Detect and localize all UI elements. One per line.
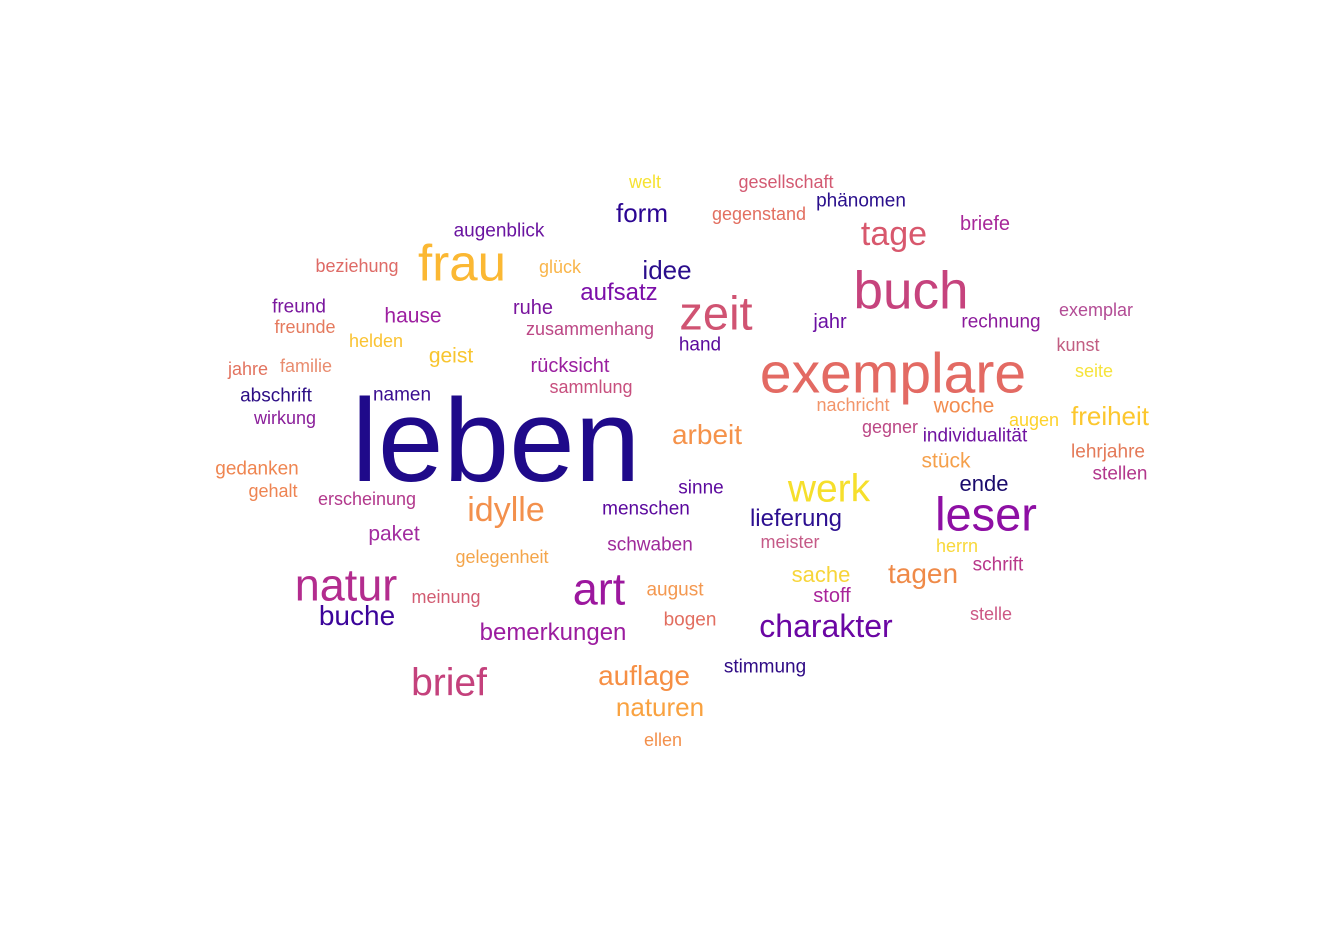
word: helden [348,331,404,351]
word: familie [279,356,333,376]
word: charakter [759,608,893,644]
word: sache [791,562,851,587]
word: aufsatz [580,279,658,306]
word: stück [921,449,971,473]
word: gedanken [215,458,299,480]
word: schrift [972,554,1024,576]
word: stelle [969,604,1013,624]
word: form [616,198,668,228]
word: buch [853,261,969,321]
word: jahre [227,359,269,379]
word: phänomen [816,190,906,212]
word: auflage [598,660,690,691]
word: wirkung [253,408,317,428]
word: stimmung [723,656,807,678]
word: abschrift [240,385,312,407]
word: briefe [959,213,1011,235]
word: zeit [679,286,753,340]
word: zusammenhang [525,319,655,339]
word: bogen [663,609,717,631]
word: tagen [887,558,959,589]
word: ellen [643,730,683,750]
word: gehalt [248,481,298,501]
word: jahr [813,311,847,333]
word: brief [411,661,487,705]
word: gesellschaft [738,172,834,192]
word: meister [760,532,820,552]
word: augenblick [453,220,545,242]
word: gegner [861,417,919,437]
word: nachricht [816,395,890,415]
word: tage [860,215,928,253]
word: gelegenheit [455,547,549,567]
word: individualität [922,425,1028,447]
word: freund [272,296,326,318]
word: bemerkungen [479,619,627,646]
word: kunst [1056,335,1100,355]
word: hand [678,334,722,356]
word: namen [372,384,432,406]
word: ende [959,471,1009,496]
word: exemplar [1058,300,1134,320]
word: idee [642,255,692,285]
word: freiheit [1070,401,1150,431]
word: ruhe [512,297,554,319]
word: hause [384,304,442,328]
word: naturen [615,692,705,722]
word: rechnung [961,311,1041,333]
word: beziehung [315,256,399,276]
word: sammlung [549,377,633,397]
word: glück [538,257,582,277]
word: rücksicht [530,355,610,377]
word: freunde [274,317,336,337]
word: stoff [813,585,851,607]
word: natur [294,559,398,611]
word: exemplare [759,341,1027,406]
word: august [646,579,704,601]
word: buche [318,600,396,631]
word: woche [933,394,995,418]
word: leben [351,375,641,507]
word: idylle [467,491,545,529]
word: gegenstand [711,204,807,224]
word: augen [1008,410,1060,430]
word: werk [787,467,871,511]
word: paket [368,522,420,546]
word: lehrjahre [1071,441,1145,463]
word: seite [1074,361,1114,381]
word: geist [428,344,474,368]
word: lieferung [749,505,843,532]
word: herrn [935,536,979,556]
word: erscheinung [317,489,417,509]
word: schwaben [607,534,693,556]
word: leser [935,487,1037,541]
word: meinung [411,587,481,607]
word: art [572,563,626,615]
word: arbeit [671,419,743,450]
word: welt [628,172,662,192]
word: stellen [1092,463,1148,485]
word: menschen [602,498,690,520]
word: frau [418,234,506,292]
word: sinne [678,477,724,499]
